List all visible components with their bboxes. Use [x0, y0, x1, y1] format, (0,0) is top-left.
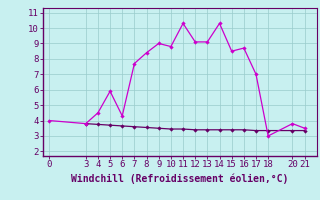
X-axis label: Windchill (Refroidissement éolien,°C): Windchill (Refroidissement éolien,°C) [71, 173, 289, 184]
